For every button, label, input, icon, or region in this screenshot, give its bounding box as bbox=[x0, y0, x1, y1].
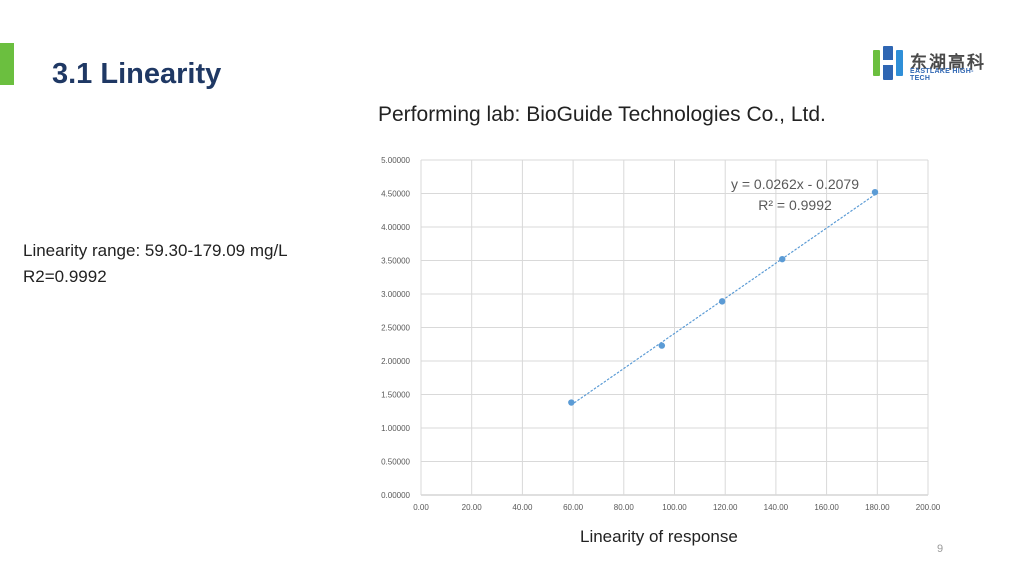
page-number: 9 bbox=[937, 543, 944, 555]
data-point bbox=[568, 399, 575, 406]
data-point bbox=[718, 298, 726, 305]
x-tick-label: 160.00 bbox=[814, 503, 839, 512]
trendline-equation: y = 0.0262x - 0.2079 bbox=[731, 176, 859, 192]
chart-axes: 0.00000 0.50000 1.00000 1.50000 2.00000 2.500… bbox=[381, 156, 941, 512]
x-tick-label: 140.00 bbox=[764, 503, 789, 512]
x-tick-label: 80.00 bbox=[614, 503, 635, 512]
trendline-r2: R² = 0.9992 bbox=[758, 197, 832, 213]
linearity-range: Linearity range: 59.30-179.09 mg/L bbox=[23, 241, 288, 260]
eastlake-logo-icon bbox=[873, 46, 903, 80]
logo-chinese-text: 东湖高科 bbox=[910, 53, 986, 72]
x-tick-label: 100.00 bbox=[662, 503, 687, 512]
company-logo: 东湖高科 EASTLAKE HIGH-TECH bbox=[872, 44, 992, 84]
x-tick-label: 60.00 bbox=[563, 503, 584, 512]
data-point bbox=[779, 255, 786, 263]
x-tick-label: 120.00 bbox=[713, 503, 738, 512]
y-tick-label: 0.50000 bbox=[381, 458, 410, 467]
logo-english-text: EASTLAKE HIGH-TECH bbox=[910, 68, 974, 82]
y-tick-label: 5.00000 bbox=[381, 156, 410, 165]
y-tick-label: 3.50000 bbox=[381, 257, 410, 266]
y-tick-label: 2.00000 bbox=[381, 357, 410, 366]
r2-summary: R2=0.9992 bbox=[23, 267, 107, 286]
performing-lab: Performing lab: BioGuide Technologies Co… bbox=[378, 103, 826, 126]
x-tick-label: 180.00 bbox=[865, 503, 890, 512]
y-tick-label: 3.00000 bbox=[381, 290, 410, 299]
x-axis-label: Linearity of response bbox=[580, 527, 738, 546]
x-tick-label: 20.00 bbox=[462, 503, 483, 512]
y-tick-label: 4.00000 bbox=[381, 223, 410, 232]
data-point bbox=[871, 188, 879, 196]
linearity-summary: Linearity range: 59.30-179.09 mg/L R2=0.… bbox=[23, 238, 288, 290]
accent-bar bbox=[0, 43, 14, 85]
y-tick-label: 0.00000 bbox=[381, 491, 410, 500]
x-tick-label: 40.00 bbox=[512, 503, 533, 512]
y-tick-label: 4.50000 bbox=[381, 190, 410, 199]
x-tick-label: 200.00 bbox=[916, 503, 941, 512]
y-tick-label: 1.00000 bbox=[381, 424, 410, 433]
data-point bbox=[658, 342, 666, 349]
x-tick-label: 0.00 bbox=[413, 503, 429, 512]
chart-grid bbox=[420, 159, 929, 496]
slide-title: 3.1 Linearity bbox=[52, 58, 222, 90]
y-tick-label: 2.50000 bbox=[381, 324, 410, 333]
data-points bbox=[568, 188, 879, 406]
y-tick-label: 1.50000 bbox=[381, 391, 410, 400]
